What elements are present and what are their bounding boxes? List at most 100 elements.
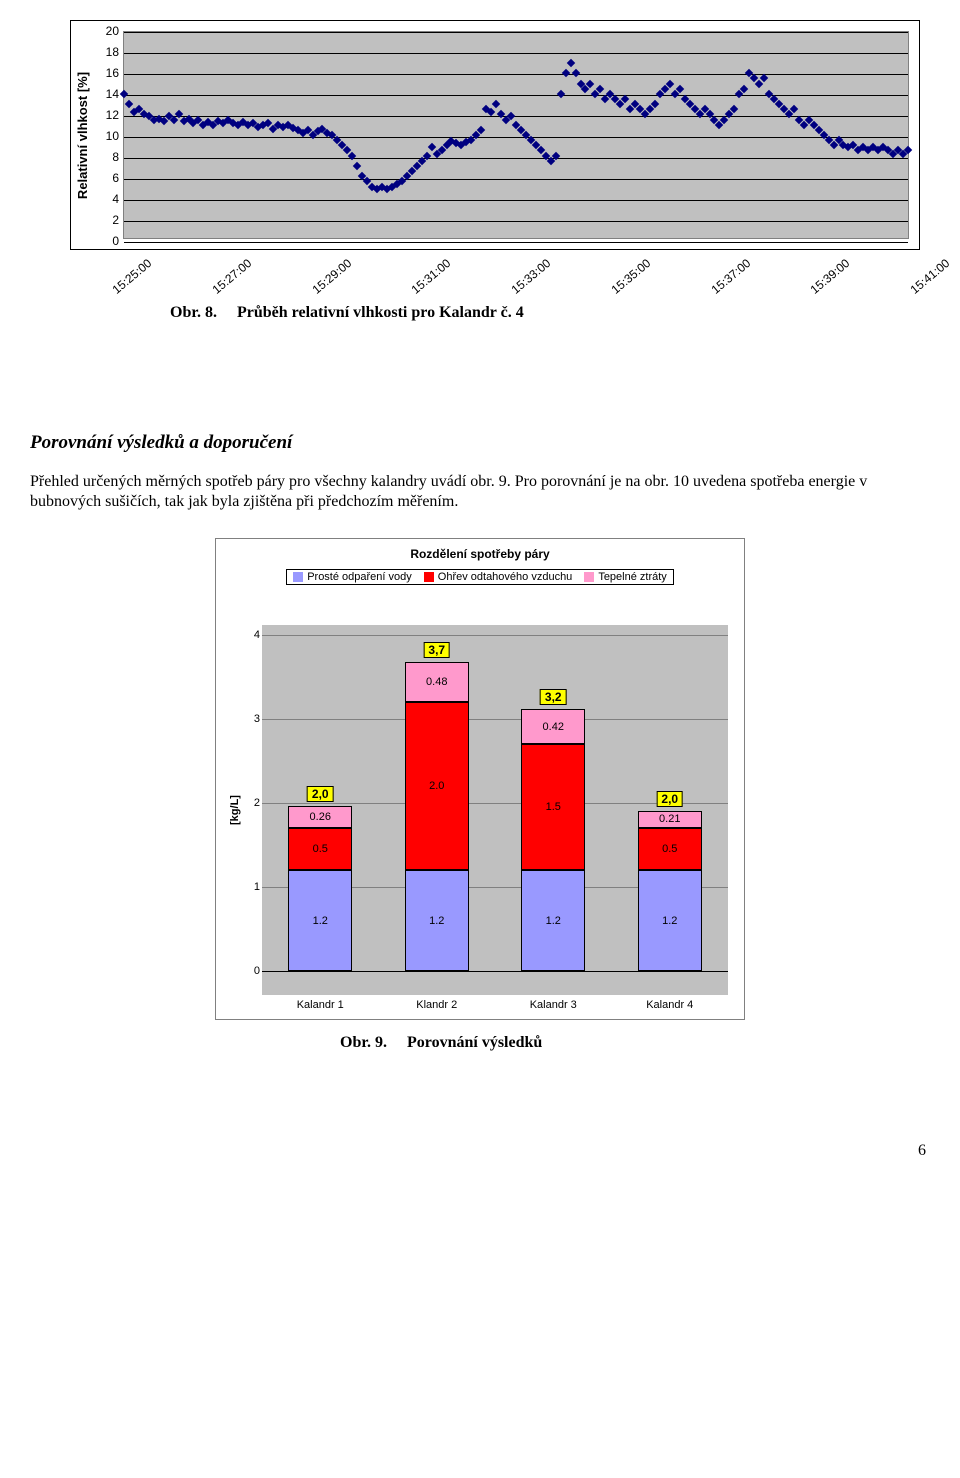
bar-chart-title: Rozdělení spotřeby páry	[224, 547, 736, 561]
scatter-gridline	[124, 200, 908, 201]
bar-segment-label: 1.2	[313, 915, 328, 927]
legend-label: Prosté odpaření vody	[307, 571, 412, 583]
scatter-plot-area	[123, 31, 909, 239]
scatter-ylabel: Relativní vlhkost [%]	[76, 71, 91, 198]
scatter-point	[125, 100, 133, 108]
bar-total-label: 3,2	[540, 689, 567, 705]
scatter-point	[586, 79, 594, 87]
scatter-gridline	[124, 242, 908, 243]
bar-segment: 0.48	[405, 662, 469, 702]
body-paragraph: Přehled určených měrných spotřeb páry pr…	[30, 472, 930, 512]
legend-item: Tepelné ztráty	[584, 571, 666, 583]
scatter-point	[561, 69, 569, 77]
scatter-ytick: 4	[112, 192, 119, 206]
scatter-ytick: 10	[106, 129, 119, 143]
bar-gridline	[262, 635, 728, 636]
bar-segment: 0.21	[638, 811, 702, 829]
bar-column: 1.21.50.423,2	[521, 709, 585, 971]
bar-total-label: 2,0	[307, 786, 334, 802]
scatter-ytick: 12	[106, 108, 119, 122]
bar-total-label: 3,7	[423, 642, 450, 658]
legend-swatch	[424, 572, 434, 582]
bar-xtick: Kalandr 3	[495, 999, 612, 1011]
page-number: 6	[30, 1142, 926, 1160]
scatter-plotarea-bg	[123, 31, 909, 239]
bar-ylabel: [kg/L]	[229, 795, 241, 825]
scatter-point	[571, 69, 579, 77]
bar-segment-label: 1.5	[546, 801, 561, 813]
bar-segment: 0.5	[638, 828, 702, 870]
bar-segment-label: 1.2	[662, 915, 677, 927]
legend-item: Ohřev odtahového vzduchu	[424, 571, 573, 583]
bar-ytick: 3	[254, 713, 260, 725]
legend-item: Prosté odpaření vody	[293, 571, 412, 583]
bar-yticks: 01234	[246, 625, 262, 995]
scatter-yticks: 02468101214161820	[95, 21, 123, 249]
steam-bar-chart: Rozdělení spotřeby páry Prosté odpaření …	[215, 538, 745, 1020]
figure-8-label: Obr. 8.	[170, 304, 217, 321]
scatter-gridline	[124, 221, 908, 222]
bar-segment: 1.2	[638, 870, 702, 971]
scatter-xtick: 15:37:00	[708, 256, 753, 297]
bar-segment-label: 0.21	[659, 813, 680, 825]
bar-plot-area: 1.2 0.5 0.26 2,0 1.2 2.0 0.48 3,7 1.2 1.5 0.42 3,2 1…	[262, 625, 728, 995]
scatter-gridline	[124, 95, 908, 96]
bar-segment: 1.2	[288, 870, 352, 971]
scatter-point	[556, 90, 564, 98]
scatter-xtick: 15:41:00	[908, 256, 953, 297]
bar-ylabel-column: [kg/L]	[224, 625, 246, 995]
bar-xticks: Kalandr 1Klandr 2Kalandr 3Kalandr 4	[262, 999, 728, 1011]
bar-chart-legend: Prosté odpaření vody Ohřev odtahového vzd…	[286, 569, 674, 585]
scatter-ytick: 2	[112, 213, 119, 227]
bar-segment-label: 1.2	[429, 915, 444, 927]
scatter-ytick: 6	[112, 171, 119, 185]
scatter-ylabel-column: Relativní vlhkost [%]	[71, 21, 95, 249]
bar-segment: 2.0	[405, 702, 469, 870]
bar-segment-label: 1.2	[546, 915, 561, 927]
scatter-xtick: 15:33:00	[509, 256, 554, 297]
scatter-xtick: 15:25:00	[110, 256, 155, 297]
scatter-xtick: 15:31:00	[409, 256, 454, 297]
bar-segment: 0.26	[288, 806, 352, 828]
scatter-ytick: 0	[112, 234, 119, 248]
bar-xtick: Kalandr 4	[612, 999, 729, 1011]
scatter-ytick: 8	[112, 150, 119, 164]
scatter-gridline	[124, 32, 908, 33]
scatter-ytick: 16	[106, 66, 119, 80]
bar-ytick: 0	[254, 965, 260, 977]
figure-8-caption: Obr. 8. Průběh relativní vlhkosti pro Ka…	[170, 304, 930, 322]
bar-xtick: Kalandr 1	[262, 999, 379, 1011]
figure-9-text: Porovnání výsledků	[407, 1034, 542, 1051]
bar-column: 1.22.00.483,7	[405, 662, 469, 971]
legend-swatch	[584, 572, 594, 582]
bar-column: 1.20.50.262,0	[288, 806, 352, 971]
humidity-scatter-chart: Relativní vlhkost [%] 02468101214161820	[70, 20, 920, 250]
bar-gridline	[262, 719, 728, 720]
bar-xtick: Klandr 2	[379, 999, 496, 1011]
bar-segment-label: 0.26	[310, 811, 331, 823]
scatter-ytick: 20	[106, 24, 119, 38]
legend-swatch	[293, 572, 303, 582]
figure-9-label: Obr. 9.	[340, 1034, 387, 1051]
legend-label: Ohřev odtahového vzduchu	[438, 571, 573, 583]
bar-baseline	[262, 971, 728, 972]
scatter-gridline	[124, 158, 908, 159]
figure-8-text: Průběh relativní vlhkosti pro Kalandr č.…	[237, 304, 524, 321]
figure-9-caption: Obr. 9. Porovnání výsledků	[340, 1034, 930, 1052]
bar-total-label: 2,0	[656, 791, 683, 807]
bar-segment: 0.5	[288, 828, 352, 870]
scatter-ytick: 18	[106, 45, 119, 59]
scatter-point	[566, 59, 574, 67]
legend-label: Tepelné ztráty	[598, 571, 666, 583]
scatter-xtick: 15:39:00	[808, 256, 853, 297]
bar-segment: 1.2	[521, 870, 585, 971]
bar-segment: 1.2	[405, 870, 469, 971]
scatter-gridline	[124, 74, 908, 75]
bar-ytick: 1	[254, 881, 260, 893]
scatter-xtick: 15:35:00	[608, 256, 653, 297]
bar-segment-label: 0.48	[426, 676, 447, 688]
scatter-xticks: 15:25:0015:27:0015:29:0015:31:0015:33:00…	[122, 250, 920, 290]
bar-segment: 0.42	[521, 709, 585, 744]
bar-column: 1.20.50.212,0	[638, 811, 702, 971]
scatter-xtick: 15:27:00	[209, 256, 254, 297]
